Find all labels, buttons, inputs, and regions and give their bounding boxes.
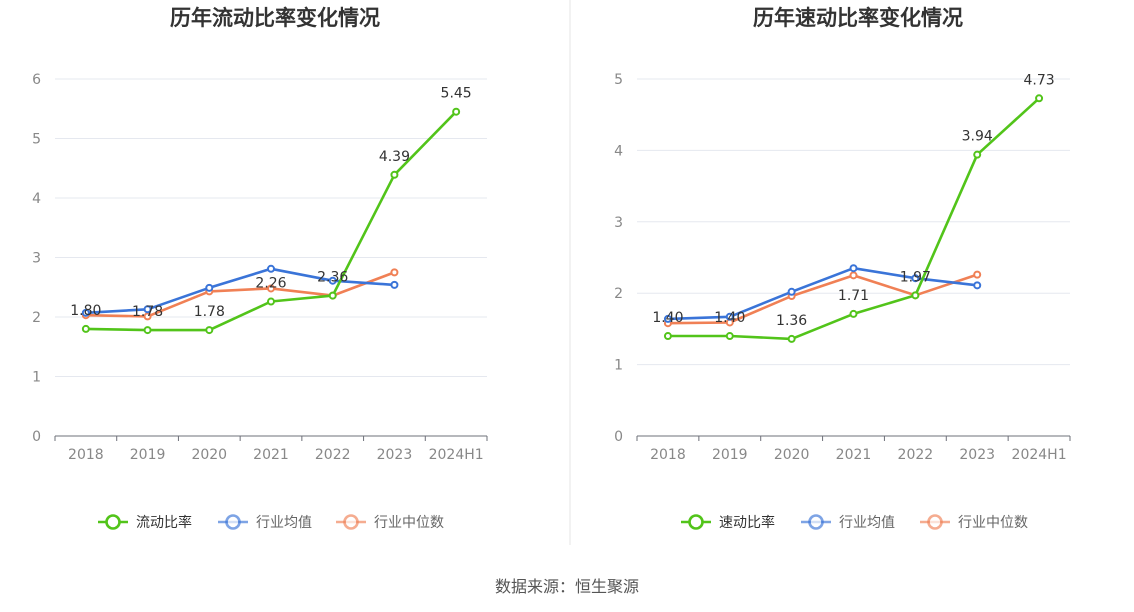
series-2-line [667, 273, 978, 325]
series-1-point [911, 274, 920, 283]
series-0-point [787, 334, 796, 343]
x-tick-label: 2018 [650, 447, 686, 463]
data-source-label: 数据来源：恒生聚源 [495, 577, 639, 596]
data-label: 1.78 [194, 304, 225, 320]
series-2-point [390, 268, 399, 277]
series-0-point [328, 291, 337, 300]
data-label: 1.36 [776, 313, 807, 329]
quick-ratio-chart: 历年速动比率变化情况 0 1 2 3 4 5 2018 2019 2020 2021 2022 2023… [614, 6, 1071, 531]
legend-label: 行业均值 [839, 515, 895, 531]
chart-title: 历年速动比率变化情况 [753, 6, 963, 30]
series-1-point [328, 276, 337, 285]
series-1-point [143, 305, 152, 314]
y-tick-label: 4 [614, 143, 623, 159]
y-tick-label: 0 [32, 429, 41, 445]
x-tick-label: 2021 [836, 447, 872, 463]
x-tick-label: 2019 [712, 447, 748, 463]
series-0-point [205, 326, 214, 335]
series-1-point [973, 281, 982, 290]
y-tick-label: 1 [614, 358, 623, 374]
legend-marker [225, 514, 241, 530]
legend-label: 行业中位数 [374, 515, 444, 531]
y-tick-label: 3 [614, 215, 623, 231]
series-0-point [663, 332, 672, 341]
x-tick-label: 2021 [253, 447, 289, 463]
series-1-point [849, 264, 858, 273]
series-0-line [85, 110, 458, 332]
x-tick-label: 2020 [191, 447, 227, 463]
data-label: 2.36 [317, 270, 348, 286]
series-0-point [143, 326, 152, 335]
data-label: 1.80 [70, 303, 101, 319]
series-1-line [667, 266, 978, 321]
data-label: 1.40 [714, 310, 745, 326]
y-tick-label: 5 [614, 72, 623, 88]
series-1-line [85, 267, 395, 315]
series-0-point [911, 291, 920, 300]
y-tick-label: 5 [32, 132, 41, 148]
series-1-point [81, 308, 90, 317]
data-label: 1.40 [652, 310, 683, 326]
data-label: 1.78 [132, 304, 163, 320]
data-label: 2.26 [255, 276, 286, 292]
series-0-point [452, 107, 461, 116]
data-label: 1.97 [900, 269, 931, 285]
legend-label: 速动比率 [719, 514, 775, 531]
y-tick-label: 4 [32, 191, 41, 207]
series-1-point [390, 280, 399, 289]
legend-marker [688, 514, 704, 530]
series-0-point [390, 170, 399, 179]
series-0-point [973, 150, 982, 159]
x-tick-label: 2024H1 [429, 447, 484, 463]
legend-marker [927, 514, 943, 530]
y-tick-label: 1 [32, 370, 41, 386]
series-1-point [205, 283, 214, 292]
x-tick-label: 2022 [315, 447, 351, 463]
x-tick-label: 2023 [959, 447, 995, 463]
data-label: 3.94 [962, 129, 993, 145]
x-tick-label: 2018 [68, 447, 104, 463]
series-0-point [267, 297, 275, 306]
x-tick-label: 2024H1 [1012, 447, 1067, 463]
y-tick-label: 3 [32, 251, 41, 267]
legend-label: 行业均值 [256, 515, 312, 531]
series-0-point [725, 332, 734, 341]
chart-title: 历年流动比率变化情况 [170, 6, 380, 30]
series-2-point [973, 270, 982, 279]
y-tick-label: 0 [614, 429, 623, 445]
legend-marker [808, 514, 824, 530]
series-1-point [725, 312, 734, 321]
current-ratio-chart: 历年流动比率变化情况 0 1 2 3 4 5 6 2018 2019 2020 2021 2022 202… [32, 6, 488, 531]
series-2-line [85, 271, 395, 318]
legend-marker [343, 514, 359, 530]
series-0-point [849, 309, 858, 318]
series-0-point [81, 324, 90, 333]
y-tick-label: 2 [614, 286, 623, 302]
data-label: 4.73 [1023, 72, 1054, 88]
x-tick-label: 2022 [898, 447, 934, 463]
series-0-point [1035, 94, 1044, 103]
y-tick-label: 6 [32, 72, 41, 88]
x-tick-label: 2023 [377, 447, 413, 463]
series-1-point [787, 287, 796, 296]
legend-label: 流动比率 [136, 514, 192, 531]
series-2-point [267, 284, 275, 293]
legend-label: 行业中位数 [958, 515, 1028, 531]
data-label: 5.45 [441, 86, 472, 102]
data-label: 1.71 [838, 288, 869, 304]
y-tick-label: 2 [32, 310, 41, 326]
x-tick-label: 2020 [774, 447, 810, 463]
x-tick-label: 2019 [130, 447, 166, 463]
series-2-point [849, 271, 858, 280]
data-label: 4.39 [379, 149, 410, 165]
legend-marker [105, 514, 121, 530]
series-1-point [663, 314, 672, 323]
series-1-point [267, 264, 275, 273]
series-2-point [143, 312, 152, 321]
